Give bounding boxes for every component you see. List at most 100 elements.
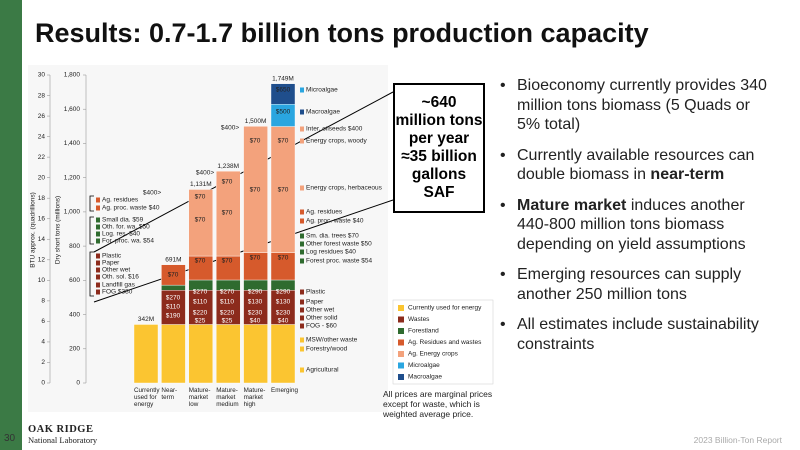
legend-swatch <box>398 305 404 311</box>
price-label: $290 <box>248 289 263 296</box>
bar-segment <box>188 290 214 325</box>
bar-segment <box>243 252 268 281</box>
side-label: Ag. proc. waste $40 <box>306 218 364 225</box>
bar-segment <box>161 324 186 384</box>
price-label: $70 <box>278 187 289 194</box>
bar-segment <box>133 324 159 384</box>
bar-segment <box>215 324 241 384</box>
price-label: $70 <box>195 258 206 265</box>
price-label: $500 <box>276 109 291 116</box>
label-swatch <box>300 249 304 255</box>
label-swatch <box>300 367 304 373</box>
bar-segment <box>188 324 214 384</box>
label-swatch <box>96 267 100 273</box>
y-tick-label: 1,600 <box>64 106 81 113</box>
y-tick-label: 0 <box>76 380 80 387</box>
price-label: $400> <box>221 125 239 132</box>
legend-swatch <box>398 339 404 346</box>
y2-tick-label: 22 <box>38 154 46 161</box>
side-label: Energy crops, woody <box>306 138 367 145</box>
total-label: 1,500M <box>245 118 267 125</box>
side-label: Paper <box>102 260 120 267</box>
bullet: Bioeconomy currently provides 340 millio… <box>500 76 768 135</box>
total-label: 1,131M <box>190 181 212 188</box>
legend-swatch <box>398 362 404 369</box>
total-label: 691M <box>165 256 181 263</box>
side-label: MSW/other waste <box>306 337 358 344</box>
side-strip <box>0 0 22 450</box>
bullet-text: Bioeconomy currently provides 340 millio… <box>517 77 767 133</box>
side-label: Plastic <box>306 289 326 296</box>
label-swatch <box>300 307 304 313</box>
price-label: $230 <box>276 310 291 317</box>
price-label: $40 <box>250 318 261 325</box>
total-label: 342M <box>138 316 154 323</box>
callout-text: ~640 million tons per year ≈35 billion g… <box>395 94 483 201</box>
side-label: Ag. residues <box>306 209 343 216</box>
logo-top: OAK RIDGE <box>28 424 94 435</box>
y2-tick-label: 2 <box>41 359 45 366</box>
y2-tick-label: 24 <box>38 133 46 140</box>
label-swatch <box>300 346 304 352</box>
label-swatch <box>300 87 304 93</box>
label-swatch <box>300 289 304 295</box>
y2-axis-title: BTU approx. (quadrillions) <box>30 192 37 268</box>
price-label: $110 <box>193 299 207 306</box>
label-swatch <box>300 299 304 305</box>
label-swatch <box>96 224 100 230</box>
legend-label: Currently used for energy <box>408 305 482 312</box>
label-swatch <box>96 274 100 280</box>
side-label: Inter. oilseeds $400 <box>306 126 363 133</box>
side-label: Forest proc. waste $54 <box>306 258 372 265</box>
label-swatch <box>96 197 100 203</box>
price-label: $220 <box>220 310 235 317</box>
y-tick-label: 1,400 <box>64 140 81 147</box>
label-swatch <box>300 233 304 239</box>
bar-segment <box>243 290 268 325</box>
label-swatch <box>300 258 304 264</box>
price-label: $70 <box>222 210 233 217</box>
label-swatch <box>96 260 100 266</box>
legend-label: Macroalgae <box>408 374 442 381</box>
price-label: $70 <box>250 138 261 145</box>
bar-segment <box>215 170 241 257</box>
bar-segment <box>270 290 296 325</box>
legend-swatch <box>398 316 404 323</box>
bar-segment <box>270 83 296 105</box>
y2-tick-label: 26 <box>38 113 46 120</box>
label-swatch <box>96 253 100 259</box>
y-tick-label: 400 <box>69 311 80 318</box>
price-label: $70 <box>222 179 233 186</box>
side-label: Oth. for. wa. $50 <box>102 224 150 231</box>
x-tick-label: Mature-market medium <box>216 387 239 408</box>
y-tick-label: 1,200 <box>64 174 81 181</box>
label-swatch <box>96 282 100 288</box>
y2-tick-label: 8 <box>41 298 45 305</box>
y-tick-label: 1,000 <box>64 209 81 216</box>
bar-segment <box>270 324 296 384</box>
price-label: $25 <box>222 318 233 325</box>
x-tick-label: Mature-market high <box>243 387 266 408</box>
legend-swatch <box>398 374 404 380</box>
price-label: $220 <box>193 310 208 317</box>
price-label: $270 <box>220 289 235 296</box>
x-tick-label: Currently used for energy <box>134 387 160 408</box>
bullet-text: Currently available resources can double… <box>517 146 755 184</box>
price-label: $25 <box>195 318 206 325</box>
side-label: Ag. proc. waste $40 <box>102 205 160 212</box>
price-label: $110 <box>220 299 234 306</box>
price-label: $70 <box>278 138 289 145</box>
price-label: $230 <box>248 310 263 317</box>
label-swatch <box>300 337 304 343</box>
legend-label: Forestland <box>408 328 439 335</box>
y-tick-label: 800 <box>69 243 80 250</box>
price-label: $70 <box>222 258 233 265</box>
side-label: Other wet <box>102 267 130 274</box>
y2-tick-label: 20 <box>38 174 46 181</box>
side-label: Microalgae <box>306 87 338 94</box>
legend-label: Ag. Energy crops <box>408 351 459 358</box>
x-tick-label: Mature-market low <box>188 387 211 408</box>
bullet-list: Bioeconomy currently provides 340 millio… <box>500 76 768 365</box>
